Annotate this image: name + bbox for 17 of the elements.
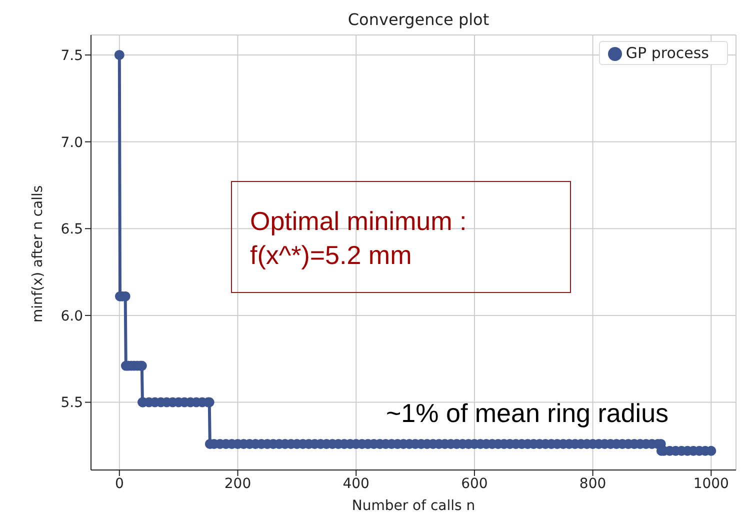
y-axis-title: minf(x) after n calls [30, 185, 46, 322]
y-tick-label: 7.0 [60, 134, 83, 151]
x-tick-label: 800 [579, 476, 606, 492]
chart-title: Convergence plot [346, 10, 490, 29]
annotation: ~1% of mean ring radius [386, 398, 669, 429]
y-tick-label: 5.5 [60, 395, 83, 412]
x-tick-label: 200 [224, 476, 252, 492]
x-axis-title: Number of calls n [352, 498, 476, 514]
y-tick-label: 6.5 [60, 222, 83, 238]
x-tick-label: 1000 [693, 476, 729, 492]
x-tick-label: 600 [461, 476, 488, 492]
x-tick-label: 0 [114, 476, 124, 492]
legend-label: GP process [626, 44, 709, 62]
y-tick-label: 6.0 [60, 308, 83, 324]
y-tick-label: 7.5 [60, 48, 83, 64]
text-box: Optimal minimum : f(x^*)=5.2 mm [231, 181, 571, 293]
x-tick-label: 400 [342, 476, 370, 492]
